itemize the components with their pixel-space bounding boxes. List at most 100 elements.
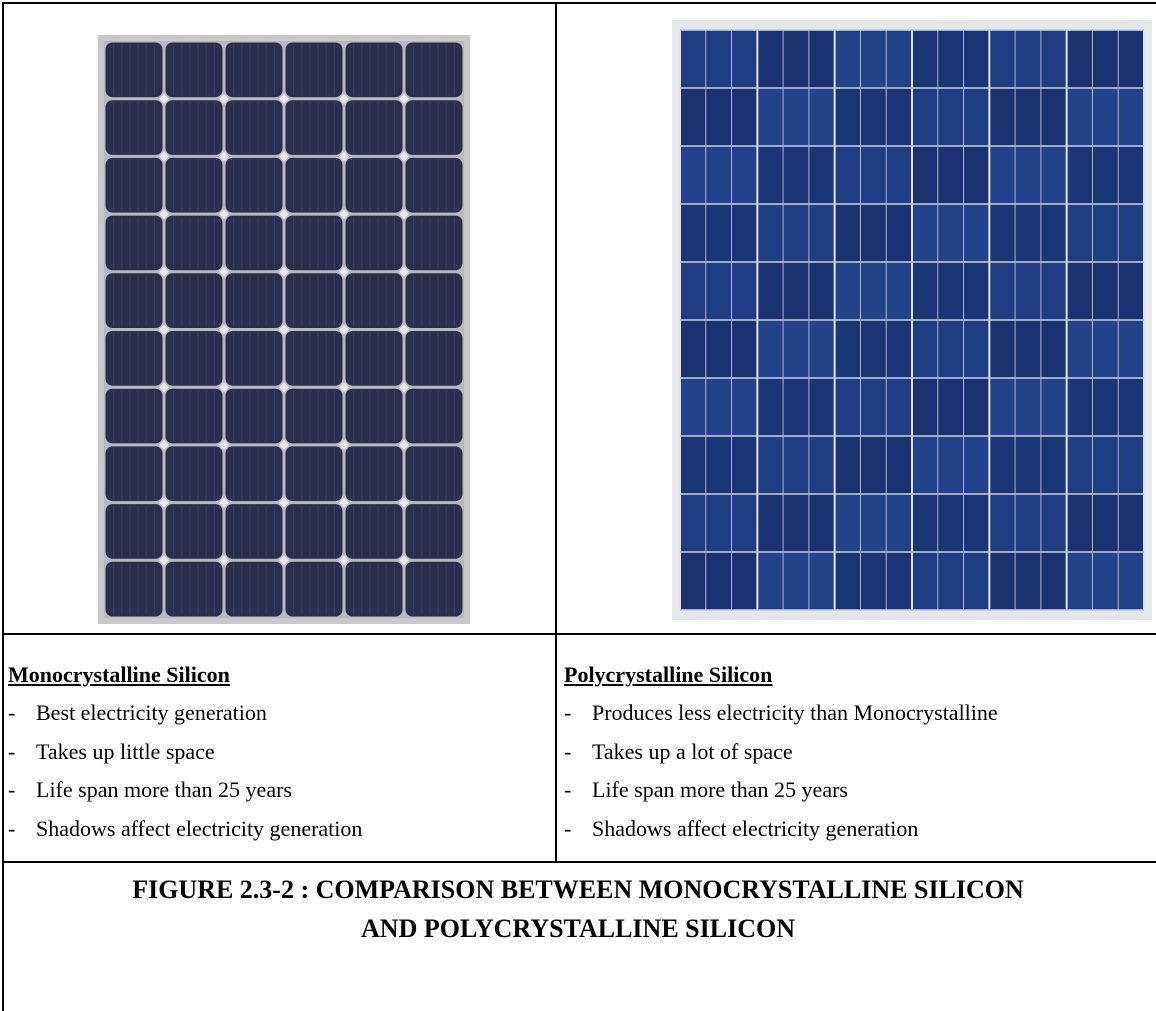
cell: [990, 495, 1066, 551]
bullet-marker: -: [8, 700, 16, 725]
cell: [913, 321, 989, 377]
junction: [339, 555, 349, 566]
panel-images: [98, 20, 1152, 624]
cell: [990, 321, 1066, 377]
bullet: - Life span more than 25 years: [8, 777, 362, 816]
cell: [285, 42, 343, 98]
cell: [225, 215, 283, 271]
cell: [405, 331, 463, 386]
cell: [225, 331, 283, 386]
heading: Polycrystalline Silicon: [564, 662, 773, 687]
caption-line: FIGURE 2.3-2 : COMPARISON BETWEEN MONOCR…: [132, 875, 1024, 904]
cell: [913, 89, 989, 145]
cell: [758, 31, 834, 87]
cell: [913, 553, 989, 609]
bullet-marker: -: [8, 738, 16, 764]
junction: [219, 209, 229, 220]
cell: [1067, 263, 1143, 319]
cell: [165, 273, 223, 328]
cell: [345, 331, 403, 386]
bullet-text: Life span more than 25 years: [592, 777, 848, 802]
cell: [990, 553, 1066, 609]
cell: [405, 157, 463, 213]
cell: [225, 42, 283, 98]
cell: [1067, 89, 1143, 145]
cell: [835, 495, 911, 551]
cell: [758, 263, 834, 319]
junction: [159, 497, 169, 508]
junction: [279, 382, 289, 393]
cell: [681, 321, 757, 377]
table-border: [555, 2, 557, 862]
cell: [285, 157, 343, 213]
bullet-text: Produces less electricity than Monocryst…: [592, 700, 998, 725]
cell: [758, 147, 834, 203]
cell: [681, 89, 757, 145]
junction: [339, 497, 349, 508]
cell: [1067, 379, 1143, 435]
junction: [159, 209, 169, 220]
cell: [105, 273, 163, 328]
cell: [285, 561, 343, 617]
junction: [219, 324, 229, 335]
cell: [345, 42, 403, 98]
cell: [405, 100, 463, 155]
cell: [758, 205, 834, 261]
cell: [225, 446, 283, 502]
junction: [219, 555, 229, 566]
cell: [225, 504, 283, 559]
cell: [285, 273, 343, 328]
bullet-text: Takes up a lot of space: [592, 738, 793, 764]
cell: [835, 205, 911, 261]
cell: [105, 446, 163, 502]
cell: [913, 31, 989, 87]
cell: [165, 388, 223, 444]
junction: [279, 93, 289, 104]
cell: [105, 100, 163, 155]
cell: [758, 553, 834, 609]
table-border: [2, 633, 1156, 635]
junction: [219, 439, 229, 450]
junction: [219, 151, 229, 162]
cell: [990, 89, 1066, 145]
bullet-marker: -: [564, 738, 572, 764]
cell: [835, 31, 911, 87]
cell: [105, 331, 163, 386]
bullet-text: Best electricity generation: [36, 700, 267, 725]
bullet-text: Life span more than 25 years: [36, 777, 292, 802]
cell: [1067, 205, 1143, 261]
junction: [219, 266, 229, 277]
cell: [405, 388, 463, 444]
bullet: - Best electricity generation: [8, 700, 362, 739]
junction: [219, 382, 229, 393]
junction: [159, 93, 169, 104]
column: Polycrystalline Silicon - Produces less e…: [564, 662, 998, 854]
cell: [105, 561, 163, 617]
cell: [105, 504, 163, 559]
junction: [399, 266, 409, 277]
junction: [159, 382, 169, 393]
cell: [1067, 495, 1143, 551]
cell: [835, 147, 911, 203]
junction: [219, 497, 229, 508]
junction: [339, 439, 349, 450]
bullet-marker: -: [8, 815, 16, 841]
junction: [399, 209, 409, 220]
cell: [681, 437, 757, 493]
bullet-marker: -: [564, 815, 572, 841]
cell: [105, 42, 163, 98]
junction: [399, 555, 409, 566]
cell: [758, 89, 834, 145]
junction: [399, 497, 409, 508]
cell: [990, 205, 1066, 261]
cell: [681, 263, 757, 319]
junction: [339, 209, 349, 220]
cell: [225, 273, 283, 328]
junction: [279, 555, 289, 566]
cell: [225, 157, 283, 213]
cell: [758, 437, 834, 493]
junction: [159, 555, 169, 566]
bullet-text: Shadows affect electricity generation: [592, 815, 919, 841]
bullet-text: Takes up little space: [36, 738, 215, 764]
bullet-marker: -: [8, 777, 16, 802]
